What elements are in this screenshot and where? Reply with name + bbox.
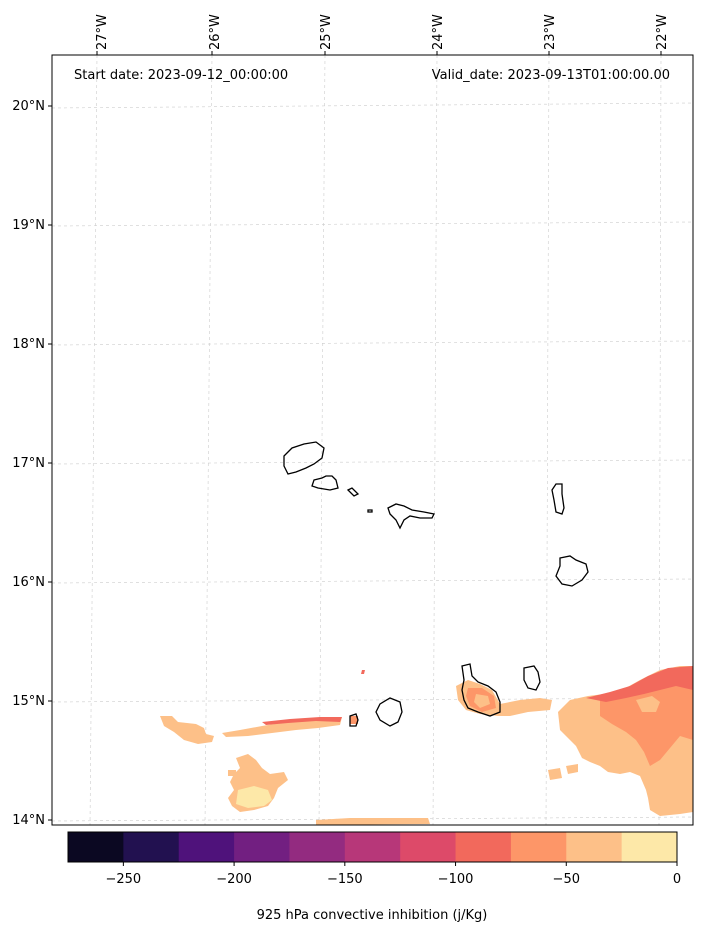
lat-label-18n: 18°N [12,337,45,352]
cin-region-bottom [316,818,430,825]
lon-gridline [545,54,550,826]
colorbar-ticks: −250 −200 −150 −100 −50 0 [106,862,681,887]
cin-region-east-low-2 [566,764,578,774]
colorbar-swatch [68,832,124,862]
lon-label-27w: 27°W [95,14,110,50]
colorbar-tick-label: −100 [438,872,474,887]
cin-fill-regions [160,666,693,825]
lat-gridline [51,459,694,465]
colorbar-swatch [289,832,346,862]
lat-label-15n: 15°N [12,694,45,709]
colorbar-tick-label: −250 [106,872,142,887]
lat-label-20n: 20°N [12,99,45,114]
coastlines [283,441,589,727]
lon-ticks [96,51,662,55]
colorbar-swatch [566,832,623,862]
lat-ticks [48,105,52,821]
lat-label-17n: 17°N [12,456,45,471]
island-santiago [461,663,501,717]
lat-labels: 20°N 19°N 18°N 17°N 16°N 15°N 14°N [12,99,45,828]
colorbar-tick-label: −200 [216,872,252,887]
island-fogo [375,697,403,727]
lon-labels: 27°W 26°W 25°W 24°W 23°W 22°W [95,14,670,50]
lon-gridline [432,54,438,826]
cin-patch-fogo [350,716,358,724]
island-maio [523,665,541,691]
cin-region-west [160,716,214,744]
island-sal [551,483,565,515]
colorbar-swatch [123,832,180,862]
island-brava [349,713,359,727]
island-santa-luzia [346,487,360,497]
lat-gridline [51,578,694,584]
cin-region-east-hole [636,696,660,712]
lat-gridline [51,340,694,346]
lon-gridline [658,54,662,826]
island-boa-vista [555,555,589,587]
lat-label-19n: 19°N [12,218,45,233]
colorbar-tick-label: 0 [673,872,681,887]
lon-gridline [204,54,213,826]
lon-label-25w: 25°W [319,14,334,50]
lon-label-24w: 24°W [431,14,446,50]
colorbar-swatch [510,832,567,862]
colorbar-border [67,831,678,863]
lon-gridline [89,54,98,826]
lat-gridline [51,102,694,109]
island-sao-vicente [311,475,339,491]
lat-gridline [51,221,694,227]
island-sao-nicolau [387,503,435,530]
colorbar-swatch [621,832,678,862]
map-border [51,54,694,826]
colorbar-swatch [178,832,235,862]
start-date-label: Start date: 2023-09-12_00:00:00 [74,68,288,83]
colorbar-swatch [234,832,290,862]
lon-label-22w: 22°W [655,14,670,50]
colorbar-swatch [400,832,457,862]
island-branco [367,509,373,513]
colorbar-title: 925 hPa convective inhibition (j/Kg) [257,908,488,923]
island-santo-antao [283,441,325,475]
cin-region-east-low [548,768,562,780]
lon-label-26w: 26°W [208,14,223,50]
lon-gridline [318,54,326,826]
colorbar-swatch [455,832,512,862]
colorbar [68,832,678,862]
cin-region-south-2 [228,770,236,776]
valid-date-label: Valid_date: 2023-09-13T01:00:00.00 [432,68,670,83]
lat-label-14n: 14°N [12,813,45,828]
colorbar-tick-label: −150 [327,872,363,887]
lon-label-23w: 23°W [543,14,558,50]
cin-region-santiago-core [474,694,490,708]
colorbar-tick-label: −50 [553,872,580,887]
cin-region-east-edge [586,666,693,702]
cin-region-band [222,717,342,737]
cin-region-south-core [236,786,272,808]
cin-region-band-edge [262,717,342,725]
lat-label-16n: 16°N [12,575,45,590]
colorbar-swatch [344,832,401,862]
cin-patch-north [361,670,365,674]
